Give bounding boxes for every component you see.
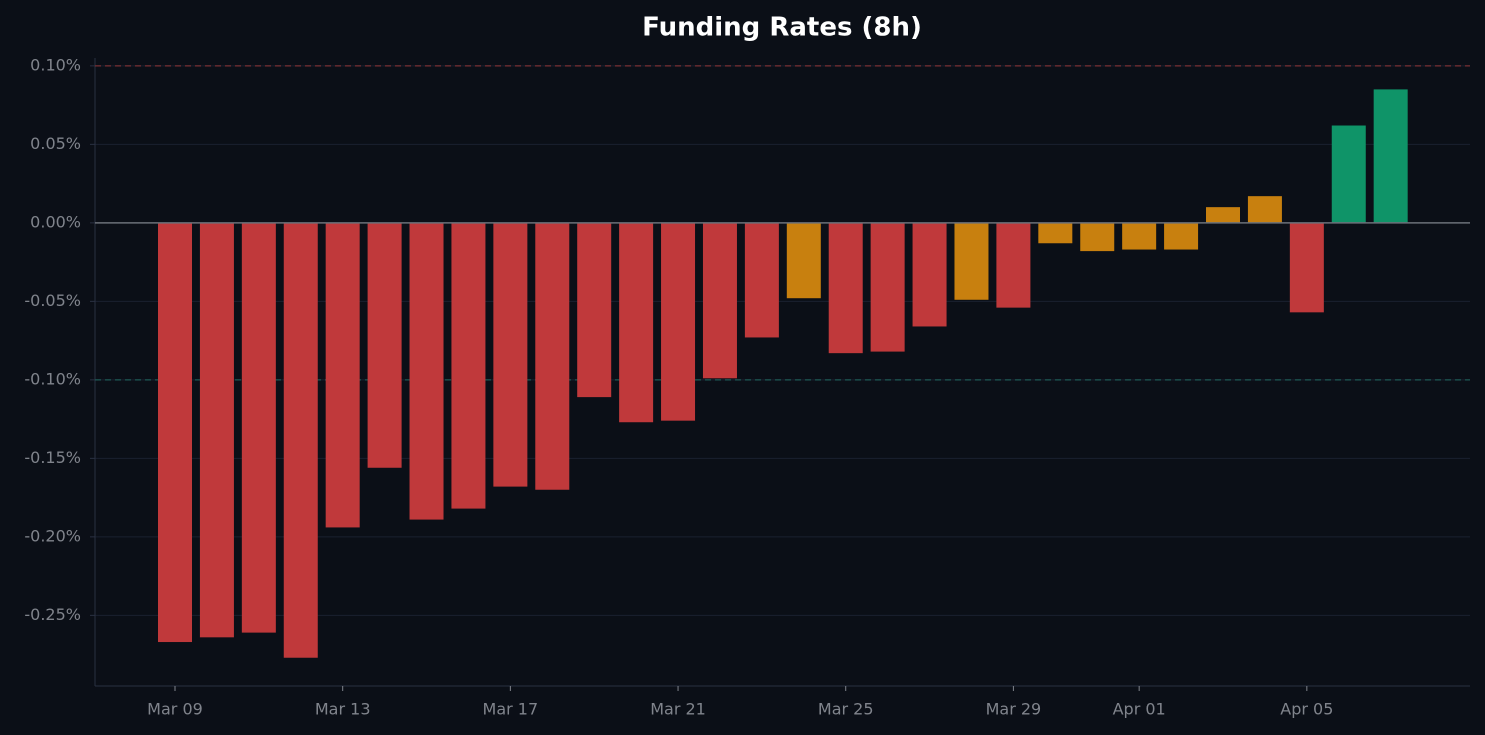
bar	[1373, 89, 1408, 223]
bar	[1331, 125, 1366, 223]
x-tick-label: Mar 29	[986, 700, 1042, 719]
bar	[661, 222, 696, 421]
bar	[493, 222, 528, 487]
bar	[1289, 222, 1324, 313]
y-tick-label: -0.15%	[24, 448, 81, 467]
y-tick-label: -0.05%	[24, 291, 81, 310]
bar	[996, 222, 1031, 308]
bar	[199, 222, 234, 638]
x-tick-label: Apr 01	[1113, 700, 1166, 719]
bar	[912, 222, 947, 327]
y-tick-label: -0.20%	[24, 526, 81, 545]
x-tick-label: Mar 17	[483, 700, 539, 719]
y-tick-label: -0.25%	[24, 605, 81, 624]
bar	[535, 222, 570, 490]
bar	[451, 222, 486, 509]
chart-title: Funding Rates (8h)	[642, 13, 922, 43]
x-tick-label: Apr 05	[1280, 700, 1333, 719]
bar	[1247, 196, 1282, 223]
bar	[954, 222, 989, 300]
y-tick-label: -0.10%	[24, 369, 81, 388]
x-tick-label: Mar 21	[650, 700, 706, 719]
bar	[744, 222, 779, 338]
bar	[283, 222, 318, 658]
y-tick-label: 0.10%	[30, 55, 81, 74]
bar	[409, 222, 444, 520]
bar	[367, 222, 402, 468]
bar	[241, 222, 276, 633]
bar	[577, 222, 612, 398]
bar	[786, 222, 821, 299]
x-tick-label: Mar 09	[147, 700, 203, 719]
bar	[1038, 222, 1073, 244]
x-tick-label: Mar 25	[818, 700, 874, 719]
bar	[1206, 207, 1240, 223]
x-tick-label: Mar 13	[315, 700, 371, 719]
bar	[870, 222, 905, 352]
bar	[158, 222, 192, 643]
bar	[619, 222, 654, 423]
bar	[1122, 222, 1157, 250]
bar	[1164, 222, 1199, 250]
bar	[828, 222, 863, 354]
bar	[325, 222, 360, 528]
y-tick-label: 0.05%	[30, 134, 81, 153]
y-tick-label: 0.00%	[30, 212, 81, 231]
bar	[702, 222, 737, 379]
bar	[1080, 222, 1115, 252]
